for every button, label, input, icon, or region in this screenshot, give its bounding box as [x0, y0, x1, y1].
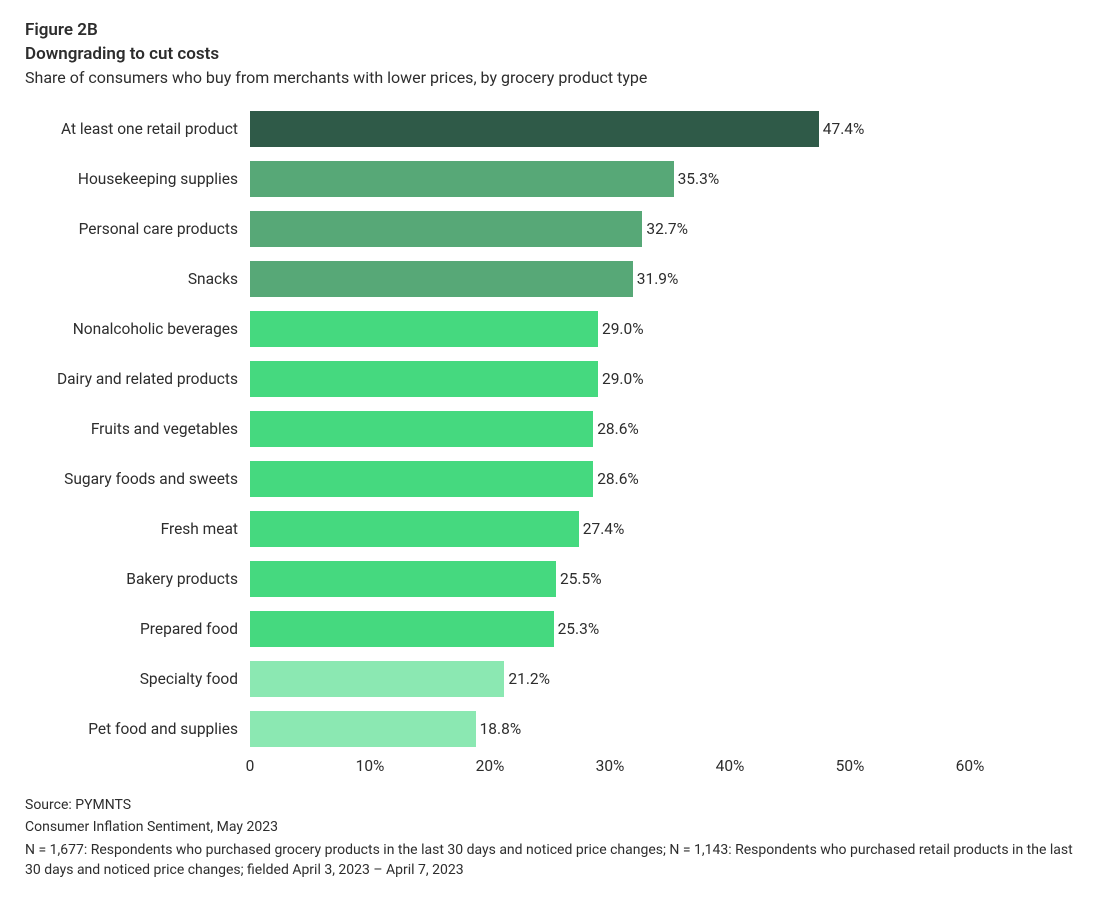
bar-value-label: 28.6%	[593, 420, 639, 438]
bar-row: Fresh meat 27.4%	[25, 507, 1075, 551]
footer-note: N = 1,677: Respondents who purchased gro…	[25, 840, 1075, 881]
x-axis: 0 10% 20% 30% 40% 50% 60%	[25, 757, 1075, 781]
bar-row: Fruits and vegetables 28.6%	[25, 407, 1075, 451]
bar-row: Dairy and related products 29.0%	[25, 357, 1075, 401]
bar-category-label: Nonalcoholic beverages	[25, 320, 250, 338]
figure-subtitle: Share of consumers who buy from merchant…	[25, 68, 1075, 87]
x-axis-tick: 0	[246, 757, 255, 775]
x-axis-tick: 50%	[836, 757, 865, 775]
bar-value-label: 28.6%	[593, 470, 639, 488]
bar-fill	[250, 361, 598, 397]
figure-title: Downgrading to cut costs	[25, 44, 1075, 64]
bar-track: 32.7%	[250, 211, 1030, 247]
bar-row: Sugary foods and sweets 28.6%	[25, 457, 1075, 501]
bar-row: Personal care products 32.7%	[25, 207, 1075, 251]
bar-value-label: 29.0%	[598, 370, 644, 388]
bar-category-label: Housekeeping supplies	[25, 170, 250, 188]
bar-value-label: 32.7%	[642, 220, 688, 238]
bar-row: Prepared food 25.3%	[25, 607, 1075, 651]
bar-track: 18.8%	[250, 711, 1030, 747]
bar-category-label: Fresh meat	[25, 520, 250, 538]
x-axis-tick: 40%	[716, 757, 745, 775]
bar-track: 47.4%	[250, 111, 1030, 147]
bar-fill	[250, 211, 642, 247]
bar-category-label: Snacks	[25, 270, 250, 288]
x-axis-tick: 10%	[356, 757, 385, 775]
bar-category-label: Bakery products	[25, 570, 250, 588]
bar-fill	[250, 411, 593, 447]
figure-label: Figure 2B	[25, 20, 1075, 40]
bar-category-label: Sugary foods and sweets	[25, 470, 250, 488]
x-axis-tick: 60%	[956, 757, 985, 775]
bar-value-label: 25.5%	[556, 570, 602, 588]
bar-row: Bakery products 25.5%	[25, 557, 1075, 601]
bar-fill	[250, 561, 556, 597]
bar-row: Snacks 31.9%	[25, 257, 1075, 301]
bar-track: 27.4%	[250, 511, 1030, 547]
footer-source: Source: PYMNTS	[25, 795, 1075, 815]
bar-track: 28.6%	[250, 411, 1030, 447]
bar-row: Nonalcoholic beverages 29.0%	[25, 307, 1075, 351]
bar-value-label: 29.0%	[598, 320, 644, 338]
bar-fill	[250, 161, 674, 197]
bar-track: 28.6%	[250, 461, 1030, 497]
bar-fill	[250, 511, 579, 547]
bar-category-label: Specialty food	[25, 670, 250, 688]
bar-row: Housekeeping supplies 35.3%	[25, 157, 1075, 201]
bar-row: Pet food and supplies 18.8%	[25, 707, 1075, 751]
bar-category-label: Fruits and vegetables	[25, 420, 250, 438]
bar-chart: At least one retail product 47.4% Housekee…	[25, 107, 1075, 781]
bar-track: 21.2%	[250, 661, 1030, 697]
bar-fill	[250, 711, 476, 747]
bar-fill	[250, 311, 598, 347]
x-axis-ticks: 010%20%30%40%50%60%	[250, 757, 1030, 781]
bar-category-label: Dairy and related products	[25, 370, 250, 388]
bar-value-label: 47.4%	[819, 120, 865, 138]
bar-row: At least one retail product 47.4%	[25, 107, 1075, 151]
footer-study: Consumer Inflation Sentiment, May 2023	[25, 817, 1075, 837]
bar-value-label: 27.4%	[579, 520, 625, 538]
bar-value-label: 25.3%	[554, 620, 600, 638]
bar-category-label: Pet food and supplies	[25, 720, 250, 738]
x-axis-tick: 20%	[476, 757, 505, 775]
bar-category-label: Personal care products	[25, 220, 250, 238]
bar-track: 25.3%	[250, 611, 1030, 647]
bar-fill	[250, 661, 504, 697]
chart-footer: Source: PYMNTS Consumer Inflation Sentim…	[25, 795, 1075, 880]
bar-fill	[250, 461, 593, 497]
bar-track: 35.3%	[250, 161, 1030, 197]
bar-fill	[250, 611, 554, 647]
bar-category-label: Prepared food	[25, 620, 250, 638]
bar-track: 29.0%	[250, 361, 1030, 397]
bar-fill	[250, 261, 633, 297]
bar-category-label: At least one retail product	[25, 120, 250, 138]
bar-value-label: 21.2%	[504, 670, 550, 688]
bar-row: Specialty food 21.2%	[25, 657, 1075, 701]
bar-value-label: 31.9%	[633, 270, 679, 288]
bar-track: 31.9%	[250, 261, 1030, 297]
x-axis-tick: 30%	[596, 757, 625, 775]
bar-fill	[250, 111, 819, 147]
bar-value-label: 18.8%	[476, 720, 522, 738]
bar-track: 29.0%	[250, 311, 1030, 347]
bar-value-label: 35.3%	[674, 170, 720, 188]
bar-track: 25.5%	[250, 561, 1030, 597]
